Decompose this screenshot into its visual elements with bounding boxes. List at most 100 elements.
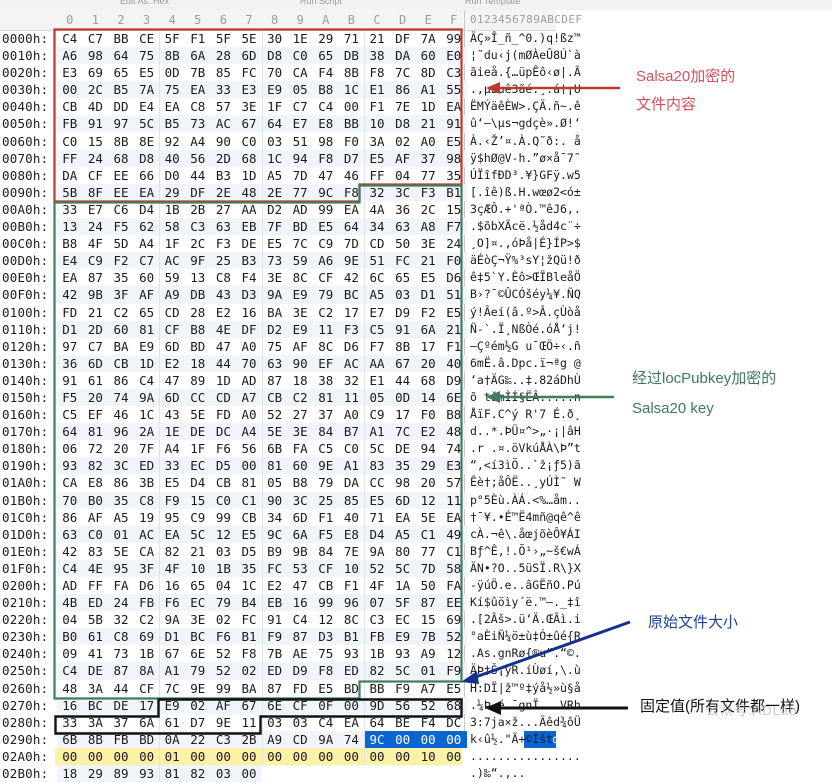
hex-byte-cell[interactable]: D1 — [57, 320, 83, 338]
hex-byte-cell[interactable]: 5B — [87, 612, 103, 628]
hex-byte-cell[interactable]: 67 — [236, 696, 262, 714]
hex-byte-cell[interactable]: FB — [108, 730, 134, 748]
hex-row-ascii[interactable]: ¦˜du‹j(mØÀeÛ8Ú`à — [470, 48, 581, 63]
hex-byte-cell[interactable]: 73 — [261, 252, 288, 270]
hex-byte-cell[interactable]: 89 — [190, 372, 206, 388]
hex-row-ascii[interactable]: .¼Þ.é.¯gnÏ...VRh — [470, 697, 581, 712]
hex-byte-cell[interactable]: C3 — [446, 65, 462, 81]
hex-byte-cell[interactable]: 0D — [159, 64, 185, 81]
hex-row[interactable]: 0250h: C4 DE 87 8A A1 79 52 02 ED D9 F8 ED 82 5C 01 F9 ÄÞ… — [0, 662, 581, 680]
hex-byte-cell[interactable]: D7 — [338, 149, 365, 167]
hex-byte-cell[interactable]: 9A — [261, 286, 288, 304]
hex-byte-cell[interactable]: E5 — [364, 491, 390, 509]
hex-byte-cell[interactable]: 3E — [292, 304, 308, 320]
hex-byte-cell[interactable]: F7 — [441, 218, 467, 236]
hex-byte-cell[interactable]: 18 — [185, 354, 211, 372]
hex-byte-cell[interactable]: 95 — [108, 559, 134, 577]
hex-byte-cell[interactable]: 29 — [82, 765, 109, 782]
hex-row[interactable]: 0160h: C5 EF 46 1C 43 5E FD A0 52 27 37 A0 C9 17 F0 B8 Åï… — [0, 406, 581, 423]
hex-byte-cell[interactable]: EA — [159, 98, 185, 115]
hex-byte-cell[interactable]: C0 — [343, 441, 359, 457]
hex-byte-cell[interactable]: E5 — [313, 218, 339, 236]
hex-byte-cell[interactable]: 21 — [87, 304, 103, 320]
hex-byte-cell[interactable]: AF — [210, 696, 237, 714]
hex-byte-cell[interactable]: 1F — [159, 235, 185, 252]
hex-byte-cell[interactable]: C3 — [210, 730, 237, 748]
hex-byte-cell[interactable]: 7C — [389, 423, 416, 441]
hex-byte-cell[interactable]: DF — [395, 31, 411, 46]
hex-row-ascii[interactable]: ¸O]¤.,óÞå|É}ÍP>$ — [470, 236, 581, 251]
hex-byte-cell[interactable]: AD — [62, 578, 78, 593]
hex-byte-cell[interactable]: AC — [133, 525, 160, 543]
hex-byte-cell[interactable]: EE — [108, 183, 134, 201]
hex-byte-cell[interactable]: 25 — [313, 491, 339, 509]
hex-byte-cell[interactable]: F4 — [318, 65, 334, 81]
hex-byte-cell[interactable]: 12 — [210, 525, 237, 543]
hex-byte-cell[interactable]: F9 — [441, 662, 467, 680]
hex-byte-cell[interactable]: AC — [338, 354, 365, 372]
hex-byte-cell[interactable]: CB — [241, 509, 257, 525]
hex-byte-cell[interactable]: EA — [446, 99, 462, 115]
hex-byte-cell[interactable]: 6B — [262, 440, 288, 457]
hex-byte-cell[interactable]: EC — [395, 612, 411, 628]
hex-byte-cell[interactable]: FA — [446, 578, 462, 593]
hex-byte-cell[interactable]: 3E — [287, 423, 313, 441]
hex-byte-cell[interactable]: 98 — [441, 149, 467, 167]
hex-byte-cell[interactable]: D8 — [133, 149, 160, 167]
hex-byte-cell[interactable]: 35 — [446, 167, 462, 183]
hex-byte-cell[interactable]: B8 — [292, 475, 308, 491]
hex-byte-cell[interactable]: 1D — [241, 167, 257, 183]
hex-byte-cell[interactable]: F4 — [420, 714, 436, 730]
hex-byte-cell[interactable]: 81 — [241, 475, 257, 491]
hex-row[interactable]: 00F0h: 42 9B 3F AF A9 DB 43 D3 9A E9 79 BC A5 03 D1 51 B›… — [0, 286, 581, 304]
hex-byte-cell[interactable]: A9 — [420, 646, 436, 662]
hex-byte-cell[interactable]: C9 — [318, 236, 334, 252]
hex-byte-cell[interactable]: 8A — [133, 662, 160, 680]
hex-byte-cell[interactable]: AA — [364, 354, 390, 372]
hex-byte-cell[interactable]: BA — [262, 304, 288, 321]
hex-byte-cell[interactable]: 79 — [185, 662, 211, 680]
hex-byte-cell[interactable]: 21 — [364, 30, 390, 47]
hex-byte-cell[interactable]: A9 — [261, 730, 288, 748]
hex-byte-cell[interactable]: D6 — [343, 338, 359, 354]
hex-byte-cell[interactable]: 77 — [420, 543, 436, 559]
hex-byte-cell[interactable]: 1A — [395, 578, 411, 593]
hex-byte-cell[interactable]: 37 — [113, 714, 129, 730]
hex-byte-cell[interactable]: 8B — [82, 730, 109, 748]
hex-byte-cell[interactable]: DD — [113, 99, 129, 115]
hex-byte-cell[interactable]: 1B — [139, 646, 155, 662]
hex-byte-cell[interactable]: 90 — [261, 491, 288, 509]
hex-byte-cell[interactable]: 35 — [389, 457, 416, 475]
hex-byte-cell[interactable]: C9 — [190, 509, 206, 525]
hex-byte-cell[interactable]: 36 — [57, 354, 83, 372]
hex-byte-cell[interactable]: 99 — [215, 509, 231, 525]
hex-byte-cell[interactable]: 40 — [441, 354, 467, 372]
hex-byte-cell[interactable]: 33 — [62, 201, 78, 217]
hex-byte-cell[interactable]: 65 — [190, 578, 206, 593]
hex-byte-cell[interactable]: CD — [159, 304, 185, 321]
hex-byte-cell[interactable]: 90 — [215, 133, 231, 149]
hex-byte-cell[interactable]: C4 — [57, 662, 83, 680]
hex-byte-cell[interactable]: 3A — [364, 133, 390, 150]
hex-row[interactable]: 0280h: 33 3A 37 6A 61 D7 9E 11 03 03 C4 EA 64 BE F4 DC 3:… — [0, 714, 581, 731]
hex-byte-cell[interactable]: FB — [133, 594, 160, 612]
hex-byte-cell[interactable]: E8 — [338, 525, 365, 543]
hex-byte-cell[interactable]: 5C — [389, 662, 416, 680]
hex-row[interactable]: 0070h: FF 24 68 D8 40 56 2D 68 1C 94 F8 D7 E5 AF 37 98 ÿ$… — [0, 149, 581, 167]
hex-byte-cell[interactable]: 65 — [113, 65, 129, 81]
hex-byte-cell[interactable]: 28 — [190, 304, 206, 320]
hex-byte-cell[interactable]: 1D — [420, 99, 436, 115]
hex-byte-cell[interactable]: C8 — [108, 628, 134, 646]
hex-byte-cell[interactable]: 05 — [262, 474, 288, 491]
hex-byte-cell[interactable]: 60 — [108, 320, 134, 338]
hex-byte-cell[interactable]: 58 — [159, 218, 185, 236]
hex-byte-cell[interactable]: 7C — [395, 65, 411, 81]
hex-byte-cell[interactable]: D5 — [210, 457, 237, 475]
hex-byte-cell[interactable]: 3C — [108, 457, 134, 475]
hex-byte-cell[interactable]: 93 — [343, 646, 359, 662]
hex-byte-cell[interactable]: CF — [313, 559, 339, 577]
hex-byte-cell[interactable]: 7D — [415, 559, 441, 577]
hex-byte-cell[interactable]: 7D — [292, 167, 308, 183]
hex-byte-cell[interactable]: 59 — [287, 252, 313, 270]
hex-byte-cell[interactable]: F6 — [215, 441, 231, 457]
